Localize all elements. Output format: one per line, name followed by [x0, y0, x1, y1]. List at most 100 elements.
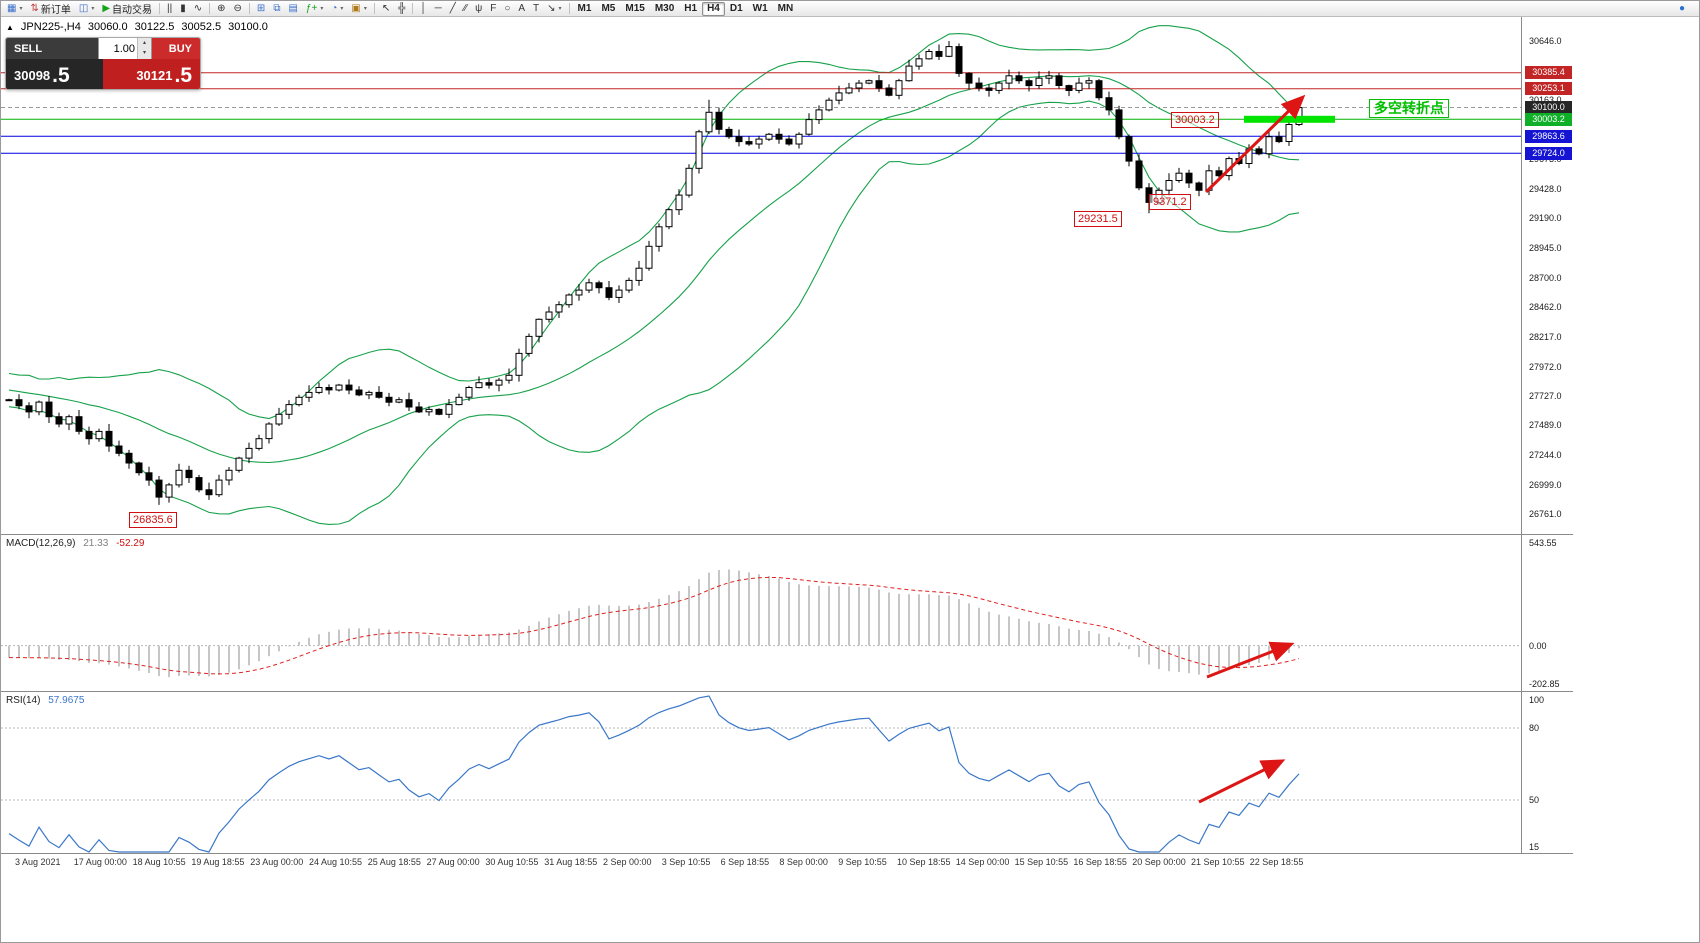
price-annotation-tag[interactable]: 9371.2: [1149, 194, 1191, 210]
price-line-chip: 30385.4: [1525, 66, 1572, 80]
shapes-button[interactable]: ○: [500, 2, 514, 16]
tf-d1-button[interactable]: D1: [725, 2, 748, 16]
time-axis-label: 10 Sep 18:55: [897, 857, 951, 867]
zoom-out-button[interactable]: ⊖: [230, 2, 246, 16]
new-chart-button[interactable]: ▦ ▾: [3, 2, 26, 16]
price-tick-label: 28462.0: [1529, 301, 1562, 312]
arrange-windows-icon: ▤: [288, 2, 298, 14]
sell-price[interactable]: 30098 .5: [6, 59, 103, 89]
symbol-info-bar: ▲ JPN225-,H4 30060.0 30122.5 30052.5 301…: [6, 21, 268, 33]
macd-panel-area[interactable]: [1, 536, 1521, 691]
tile-windows-icon: ⊞: [256, 2, 266, 14]
tf-h4-button[interactable]: H4: [702, 1, 725, 16]
cascade-windows-button[interactable]: ⧉: [269, 2, 284, 16]
tf-m5-button[interactable]: M5: [596, 2, 620, 16]
price-annotation-tag[interactable]: 29231.5: [1074, 211, 1122, 227]
time-axis-label: 17 Aug 00:00: [73, 857, 127, 867]
line-chart-button[interactable]: ∿: [190, 2, 206, 16]
price-tick-label: 30163.0: [1529, 94, 1562, 105]
tf-h4-label: H4: [707, 3, 720, 14]
time-axis-label: 3 Sep 10:55: [661, 857, 711, 867]
buy-price[interactable]: 30121 .5: [103, 59, 200, 89]
chart-profiles-button[interactable]: ◫ ▾: [75, 2, 98, 16]
price-line-chip: 29724.0: [1525, 146, 1572, 160]
price-tick-label: 30646.0: [1529, 35, 1562, 46]
help-button[interactable]: ●: [1675, 2, 1689, 16]
tf-mn-button[interactable]: MN: [773, 2, 799, 16]
ohlc-bars-button[interactable]: ||: [163, 2, 176, 16]
time-axis-label: 8 Sep 00:00: [779, 857, 828, 867]
autotrading-button[interactable]: ▶ 自动交易: [98, 2, 156, 16]
time-axis-label: 27 Aug 00:00: [426, 857, 480, 867]
price-annotation-tag[interactable]: 30003.2: [1171, 112, 1219, 128]
indicators-list-button[interactable]: ƒ+ ▾: [302, 2, 327, 16]
toolbar-separator: [412, 3, 414, 14]
candlesticks-button[interactable]: ▮: [176, 2, 190, 16]
tf-h1-button[interactable]: H1: [679, 2, 702, 16]
tf-m30-label: M30: [654, 3, 675, 14]
tile-windows-button[interactable]: ⊞: [253, 2, 269, 16]
templates-button[interactable]: ▣ ▾: [347, 2, 370, 16]
chart-profiles-dropdown-icon[interactable]: ▾: [91, 6, 95, 12]
one-click-collapse-icon[interactable]: ▲: [6, 22, 14, 32]
tf-m15-button[interactable]: M15: [620, 2, 649, 16]
new-chart-icon: ▦: [7, 2, 17, 14]
new-chart-dropdown-icon[interactable]: ▾: [19, 6, 23, 12]
sell-button[interactable]: SELL: [6, 38, 98, 59]
tf-m1-button[interactable]: M1: [573, 2, 597, 16]
arrows-tool-dropdown-icon[interactable]: ▾: [558, 6, 562, 12]
chart-plot-area[interactable]: [1, 17, 1521, 534]
volume-up-button[interactable]: ▴: [142, 40, 146, 46]
one-click-trading-panel: SELL ▴ ▾ BUY 30098 .5 30121 .5: [5, 37, 201, 90]
cursor-button[interactable]: ↖: [378, 2, 394, 16]
price-line-chip: 30253.1: [1525, 82, 1572, 96]
macd-scale-label: -202.85: [1529, 678, 1560, 689]
text-button[interactable]: A: [514, 2, 529, 16]
ohlc-bars-icon: ||: [167, 2, 173, 14]
time-axis-label: 20 Sep 00:00: [1132, 857, 1186, 867]
arrange-windows-button[interactable]: ▤: [284, 2, 301, 16]
templates-dropdown-icon[interactable]: ▾: [363, 6, 367, 12]
cascade-windows-icon: ⧉: [273, 2, 281, 14]
new-order-button[interactable]: ⇅ 新订单: [26, 2, 74, 16]
trendline-icon: ╱: [449, 2, 456, 14]
horizontal-line-button[interactable]: ─: [431, 2, 446, 16]
time-axis-label: 6 Sep 18:55: [720, 857, 770, 867]
buy-button[interactable]: BUY: [152, 38, 200, 59]
price-tick-label: 27972.0: [1529, 361, 1562, 372]
chart-note-text[interactable]: 多空转折点: [1369, 99, 1449, 118]
time-axis-label: 19 Aug 18:55: [191, 857, 245, 867]
symbol-title: JPN225-,H4: [20, 21, 81, 33]
volume-spinner: ▴ ▾: [137, 38, 151, 59]
periods-dropdown-icon[interactable]: ▾: [340, 6, 344, 12]
cursor-icon: ↖: [381, 2, 391, 14]
andrews-pitchfork-button[interactable]: ψ: [471, 2, 486, 16]
volume-down-button[interactable]: ▾: [142, 50, 146, 56]
tf-h1-label: H1: [684, 3, 698, 14]
text-label-button[interactable]: T: [529, 2, 543, 16]
autotrading-label: 自动交易: [112, 5, 153, 16]
tf-m30-button[interactable]: M30: [650, 2, 679, 16]
tf-m15-label: M15: [625, 3, 645, 14]
vertical-line-button[interactable]: │: [416, 2, 430, 16]
crosshair-button[interactable]: ╬: [394, 2, 409, 16]
tf-d1-label: D1: [729, 3, 743, 14]
periods-button[interactable]: ◔ ▾: [327, 2, 347, 16]
fibonacci-button[interactable]: F: [486, 2, 500, 16]
toolbar-separator: [209, 3, 211, 14]
trendline-button[interactable]: ╱: [446, 2, 460, 16]
volume-input[interactable]: [99, 38, 137, 59]
equidistant-channel-button[interactable]: ∕∕: [460, 2, 471, 16]
rsi-name: RSI(14): [6, 695, 41, 706]
tf-w1-button[interactable]: W1: [748, 2, 773, 16]
arrows-tool-button[interactable]: ↘ ▾: [543, 2, 565, 16]
zoom-in-button[interactable]: ⊕: [213, 2, 229, 16]
toolbar: ▦ ▾ ⇅ 新订单 ◫ ▾ ▶ 自动交易 || ▮ ∿ ⊕ ⊖ ⊞ ⧉ ▤ ƒ+ ▾ ◔ ▾ ▣ ▾ ↖ ╬ │ ─ ╱ ∕∕ ψ F ○ A…: [1, 1, 1699, 17]
andrews-pitchfork-icon: ψ: [475, 2, 483, 14]
price-annotation-tag[interactable]: 26835.6: [129, 512, 177, 528]
indicators-list-dropdown-icon[interactable]: ▾: [320, 6, 324, 12]
toolbar-separator: [159, 3, 161, 14]
tf-w1-label: W1: [752, 3, 768, 14]
rsi-panel-area[interactable]: [1, 693, 1521, 853]
price-tick-label: 27489.0: [1529, 420, 1562, 431]
